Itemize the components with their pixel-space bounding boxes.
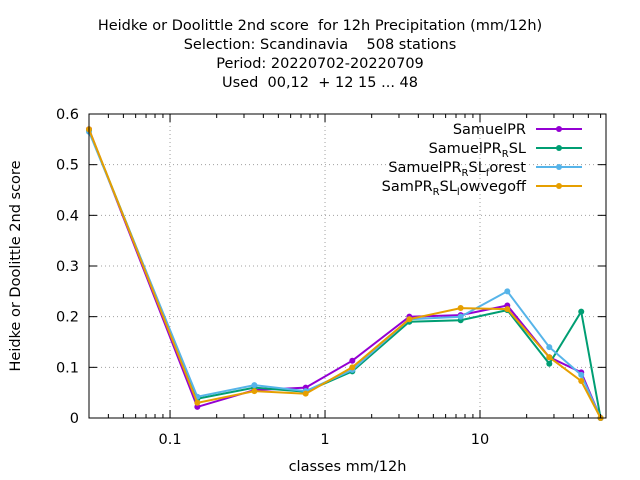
- legend-label-part: SL: [509, 141, 526, 157]
- series-lines: [86, 126, 604, 421]
- grid: [89, 114, 606, 418]
- axis-ticks: 0 0.1 0.2 0.3 0.4 0.5 0.6 0.1 1 10: [56, 107, 606, 448]
- data-point: [546, 360, 553, 367]
- legend-swatch-point: [556, 126, 562, 132]
- legend-label-part: SamuelPR: [388, 160, 461, 176]
- data-point: [194, 399, 201, 406]
- legend-label-part: R: [462, 168, 469, 179]
- y-axis-label: Heidke or Doolittle 2nd score: [8, 160, 24, 371]
- data-point: [302, 390, 309, 397]
- y-tick-label: 0.4: [56, 208, 79, 224]
- x-tick-label: 0.1: [159, 432, 182, 448]
- legend-label-part: f: [486, 168, 490, 179]
- data-point: [406, 316, 413, 323]
- chart-title-line-4: Used 00,12 + 12 15 ... 48: [221, 75, 418, 91]
- legend-label-part: SamPR: [382, 179, 433, 195]
- y-tick-label: 0.6: [56, 107, 79, 123]
- x-tick-label: 1: [320, 432, 329, 448]
- legend-label-part: SL: [468, 160, 485, 176]
- series-4: [86, 126, 604, 421]
- legend-label-part: l: [457, 187, 460, 198]
- legend-label-part: SamuelPR: [429, 141, 502, 157]
- y-tick-label: 0.2: [56, 310, 79, 326]
- legend-label-part: owvegoff: [460, 179, 527, 195]
- data-point: [457, 313, 464, 320]
- data-point: [578, 308, 585, 315]
- legend-swatch-point: [556, 183, 562, 189]
- y-tick-label: 0: [70, 411, 79, 427]
- chart-title-line-1: Heidke or Doolittle 2nd score for 12h Pr…: [97, 18, 543, 34]
- data-point: [349, 357, 356, 364]
- chart-title-line-3: Period: 20220702-20220709: [216, 56, 424, 72]
- data-point: [251, 388, 258, 395]
- y-tick-label: 0.1: [56, 360, 79, 376]
- data-point: [546, 344, 553, 351]
- data-point: [504, 288, 511, 295]
- y-tick-label: 0.3: [56, 259, 79, 275]
- data-point: [578, 378, 585, 385]
- legend-label-part: R: [433, 187, 440, 198]
- data-point: [578, 371, 585, 378]
- legend-swatch-point: [556, 145, 562, 151]
- legend-label-part: R: [502, 149, 509, 160]
- data-point: [546, 354, 553, 361]
- data-point: [504, 306, 511, 313]
- x-tick-label: 10: [471, 432, 489, 448]
- legend-swatch-point: [556, 164, 562, 170]
- data-point: [251, 382, 258, 389]
- y-tick-label: 0.5: [56, 158, 79, 174]
- legend-label-part: SL: [440, 179, 457, 195]
- legend-label: SamPRR​SLl​owvegoff: [382, 179, 527, 198]
- legend-label: SamuelPRR​SL: [429, 141, 526, 160]
- legend-label: SamuelPR: [453, 122, 526, 138]
- legend-label: SamuelPRR​SLf​orest: [388, 160, 526, 179]
- legend-label-part: SamuelPR: [453, 122, 526, 138]
- data-point: [457, 305, 464, 312]
- data-point: [349, 364, 356, 371]
- x-axis-label: classes mm/12h: [289, 459, 407, 475]
- legend: SamuelPRSamuelPRR​SLSamuelPRR​SLf​orestS…: [382, 122, 582, 198]
- legend-label-part: orest: [489, 160, 526, 176]
- chart-title-line-2: Selection: Scandinavia 508 stations: [183, 37, 457, 53]
